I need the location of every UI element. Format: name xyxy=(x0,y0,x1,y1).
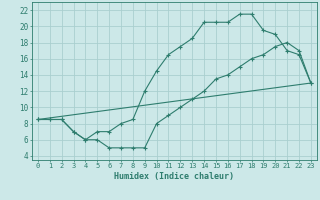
X-axis label: Humidex (Indice chaleur): Humidex (Indice chaleur) xyxy=(115,172,234,181)
